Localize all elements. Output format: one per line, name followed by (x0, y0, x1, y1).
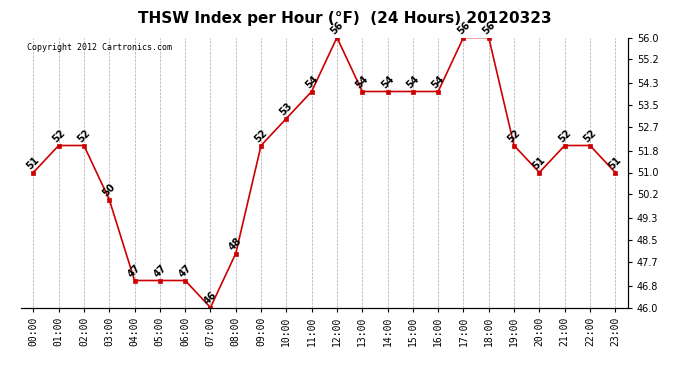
Text: 51: 51 (25, 155, 41, 172)
Text: 56: 56 (455, 20, 472, 37)
Text: 54: 54 (404, 74, 421, 91)
Text: 46: 46 (202, 290, 219, 307)
Text: 52: 52 (556, 128, 573, 145)
Text: 48: 48 (228, 236, 244, 253)
Text: 47: 47 (152, 263, 168, 280)
Text: 53: 53 (278, 101, 295, 118)
Text: 56: 56 (328, 20, 345, 37)
Text: 52: 52 (582, 128, 598, 145)
Text: 47: 47 (177, 263, 193, 280)
Text: 52: 52 (506, 128, 522, 145)
Text: 54: 54 (380, 74, 396, 91)
Text: 54: 54 (430, 74, 446, 91)
Text: Copyright 2012 Cartronics.com: Copyright 2012 Cartronics.com (27, 43, 172, 52)
Text: 51: 51 (607, 155, 624, 172)
Text: 52: 52 (50, 128, 67, 145)
Text: 54: 54 (354, 74, 371, 91)
Text: 54: 54 (304, 74, 320, 91)
Text: 47: 47 (126, 263, 143, 280)
Text: 50: 50 (101, 182, 117, 199)
Text: 52: 52 (76, 128, 92, 145)
Text: 56: 56 (480, 20, 497, 37)
Text: 51: 51 (531, 155, 548, 172)
Text: 52: 52 (253, 128, 269, 145)
Text: THSW Index per Hour (°F)  (24 Hours) 20120323: THSW Index per Hour (°F) (24 Hours) 2012… (138, 11, 552, 26)
